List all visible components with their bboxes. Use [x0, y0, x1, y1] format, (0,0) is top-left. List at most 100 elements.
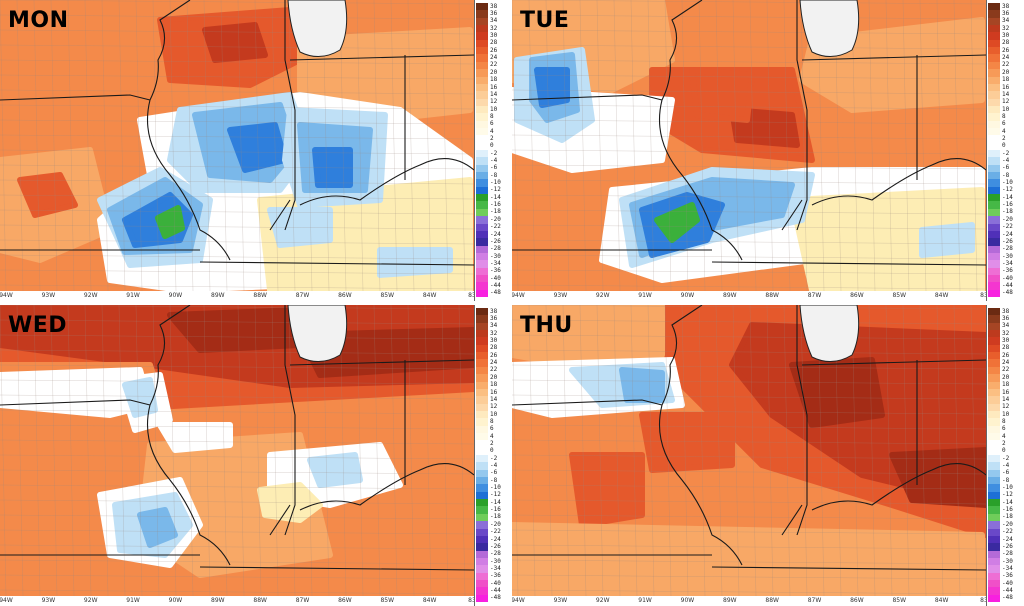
- colorbar-label: 24: [1002, 359, 1010, 367]
- colorbar-label: -14: [490, 193, 501, 201]
- colorbar-swatch: [476, 194, 488, 202]
- colorbar-swatch: [476, 432, 488, 441]
- colorbar-swatch: [988, 410, 1000, 419]
- colorbar-label: -6: [490, 164, 498, 172]
- colorbar-swatch: [476, 359, 488, 368]
- colorbar-swatch: [988, 308, 1000, 316]
- colorbar-swatch: [988, 352, 1000, 360]
- longitude-label: 90W: [680, 597, 695, 604]
- colorbar-swatch: [988, 3, 1000, 11]
- colorbar-swatch: [988, 223, 1000, 232]
- colorbar-swatch: [988, 535, 1000, 544]
- colorbar-swatch: [988, 282, 1000, 291]
- colorbar-swatch: [476, 135, 488, 144]
- colorbar-label: 6: [1002, 120, 1006, 128]
- colorbar-swatch: [476, 484, 488, 493]
- colorbar-label: 36: [490, 10, 498, 18]
- panel-thu: THU 94W 93W 92W 91W 90W 89W 88W 87W 86W 85W 84W 83 38…: [512, 305, 1022, 606]
- longitude-label: 92W: [83, 597, 98, 604]
- colorbar-label: -26: [1002, 542, 1013, 550]
- colorbar-swatch: [988, 274, 1000, 283]
- colorbar-swatch: [476, 344, 488, 353]
- longitude-label: 91W: [126, 292, 140, 299]
- colorbar-swatch: [476, 447, 488, 456]
- colorbar-label: 26: [1002, 351, 1010, 359]
- day-label: THU: [520, 313, 573, 338]
- colorbar-swatch: [476, 105, 488, 114]
- colorbar-label: 4: [490, 432, 494, 440]
- colorbar-swatch: [988, 267, 1000, 276]
- colorbar-label: -12: [1002, 186, 1013, 194]
- longitude-label: 87W: [295, 292, 310, 299]
- colorbar-label: 20: [490, 68, 498, 76]
- colorbar-label: -18: [1002, 208, 1013, 216]
- colorbar-label: -44: [490, 586, 501, 594]
- colorbar-label: 10: [490, 105, 498, 113]
- colorbar-label: 24: [490, 359, 498, 367]
- colorbar-label: 36: [1002, 315, 1010, 323]
- colorbar-label: -12: [1002, 491, 1013, 499]
- colorbar-label: 12: [490, 403, 498, 411]
- colorbar-label: -16: [490, 506, 501, 514]
- longitude-axis: 94W 93W 92W 91W 90W 89W 88W 87W 86W 85W 84W 83: [0, 291, 476, 301]
- colorbar-swatch: [988, 47, 1000, 55]
- day-label: MON: [8, 8, 69, 33]
- colorbar-swatch: [476, 267, 488, 276]
- colorbar-swatch: [476, 410, 488, 419]
- colorbar-swatch: [476, 579, 488, 588]
- colorbar-label: -26: [490, 237, 501, 245]
- longitude-label: 93W: [41, 597, 56, 604]
- colorbar-swatch: [476, 61, 488, 70]
- colorbar-swatch: [988, 194, 1000, 202]
- colorbar-label: 14: [490, 395, 498, 403]
- colorbar-swatch: [476, 315, 488, 324]
- colorbar-label: -40: [1002, 274, 1013, 282]
- colorbar-label: 34: [1002, 322, 1010, 330]
- colorbar-label: 8: [1002, 112, 1006, 120]
- colorbar-swatch: [476, 186, 488, 195]
- colorbar-label: 0: [1002, 142, 1006, 150]
- colorbar-swatch: [476, 201, 488, 210]
- colorbar-label: 18: [1002, 76, 1010, 84]
- colorbar-swatch: [476, 172, 488, 180]
- longitude-label: 83: [980, 292, 988, 299]
- colorbar-label: -14: [1002, 498, 1013, 506]
- colorbar-label: -20: [1002, 215, 1013, 223]
- colorbar-swatch: [988, 113, 1000, 122]
- colorbar-swatch: [476, 230, 488, 239]
- day-label: WED: [8, 313, 68, 338]
- colorbar-swatch: [988, 462, 1000, 471]
- longitude-label: 88W: [253, 597, 267, 604]
- colorbar-swatch: [476, 513, 488, 522]
- colorbar-label: 28: [1002, 39, 1010, 47]
- colorbar-swatch: [476, 469, 488, 478]
- longitude-label: 92W: [83, 292, 98, 299]
- colorbar-swatch: [476, 274, 488, 283]
- colorbar-swatch: [988, 565, 1000, 574]
- colorbar-label: -10: [490, 484, 501, 492]
- colorbar-label: -20: [490, 520, 501, 528]
- colorbar-swatch: [476, 127, 488, 136]
- colorbar-swatch: [476, 289, 488, 298]
- colorbar-label: 2: [1002, 134, 1006, 142]
- colorbar-label: 12: [490, 98, 498, 106]
- colorbar-label: -22: [1002, 223, 1013, 231]
- colorbar-swatch: [476, 535, 488, 544]
- colorbar-label: -6: [1002, 469, 1010, 477]
- colorbar-label: 28: [490, 344, 498, 352]
- colorbar-label: 24: [1002, 54, 1010, 62]
- colorbar-label: 20: [490, 373, 498, 381]
- colorbar-swatch: [988, 521, 1000, 529]
- longitude-label: 89W: [723, 597, 737, 604]
- temperature-anomaly-map: [0, 0, 474, 291]
- colorbar-swatch: [476, 164, 488, 173]
- colorbar-swatch: [476, 418, 488, 427]
- colorbar-label: -44: [1002, 281, 1013, 289]
- colorbar-label: 14: [1002, 395, 1010, 403]
- colorbar-swatch: [476, 39, 488, 48]
- colorbar-swatch: [476, 179, 488, 188]
- colorbar-swatch: [476, 374, 488, 382]
- colorbar-swatch: [988, 127, 1000, 136]
- longitude-label: 94W: [512, 597, 525, 604]
- colorbar-swatch: [988, 25, 1000, 33]
